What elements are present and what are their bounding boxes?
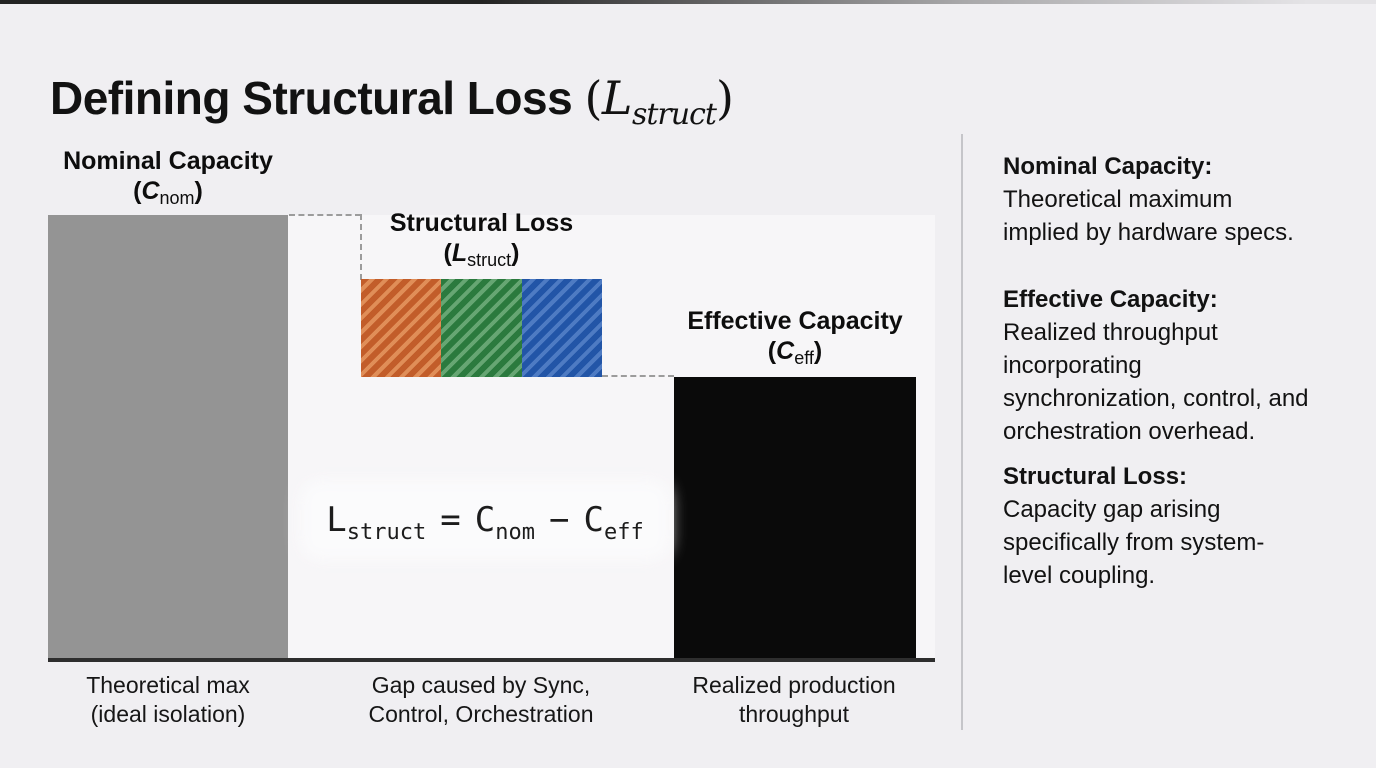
effective-caption: Realized production throughput [649,671,939,729]
title-math-subscript: struct [631,96,717,132]
title-math-variable: L [601,70,633,125]
nominal-capacity-label: Nominal Capacity (Cnom) [48,146,288,208]
effective-capacity-label-symbol: (Ceff) [674,336,916,368]
nominal-capacity-label-line1: Nominal Capacity [63,147,273,175]
loss-symbol-close: ) [511,239,520,267]
vertical-divider [961,134,963,730]
structural-loss-label-symbol: (Lstruct) [361,238,602,270]
effective-capacity-bar [674,377,916,659]
effective-symbol-variable: C [776,337,795,365]
definition-text-nominal: Theoretical maximum implied by hardware … [1003,186,1294,246]
definition-entry-nominal: Nominal Capacity: Theoretical maximum im… [1003,150,1313,249]
formula-lhs-variable: L [326,500,347,540]
formula-term1-variable: C [474,500,496,540]
nominal-symbol-close: ) [194,177,203,205]
definitions-panel: Nominal Capacity: Theoretical maximum im… [1003,150,1313,606]
effective-capacity-label-line1: Effective Capacity [687,307,903,335]
effective-caption-line2: throughput [739,701,849,727]
page-title: Defining Structural Loss (Lstruct) [50,70,734,132]
structural-loss-formula: Lstruct = Cnom − Ceff [295,492,675,548]
nominal-symbol-variable: C [141,177,160,205]
structural-loss-bar [361,279,602,377]
axis-baseline [48,658,935,662]
dashed-connector-drop [360,214,362,280]
definition-term-nominal: Nominal Capacity: [1003,153,1213,180]
effective-capacity-label: Effective Capacity (Ceff) [674,306,916,368]
definition-text-loss: Capacity gap arising specifically from s… [1003,496,1265,589]
loss-caption-line2: Control, Orchestration [368,701,594,727]
effective-symbol-close: ) [813,337,823,365]
formula-equals-sign: = [440,500,461,540]
loss-segment-blue-hatch [521,279,602,377]
effective-symbol-subscript: eff [794,348,814,368]
formula-term1-subscript: nom [495,520,535,545]
loss-caption-line1: Gap caused by Sync, [371,672,591,698]
nominal-caption-line2: (ideal isolation) [90,701,246,727]
definition-term-loss: Structural Loss: [1003,463,1188,490]
nominal-capacity-bar [48,215,288,659]
dashed-connector-nominal-top [289,214,361,216]
definition-text-effective: Realized throughput incorporating synchr… [1003,319,1309,445]
title-math-close-paren: ) [715,70,734,125]
structural-loss-label: Structural Loss (Lstruct) [361,208,602,270]
nominal-caption-line1: Theoretical max [86,672,250,698]
nominal-symbol-open: ( [133,177,142,205]
loss-symbol-subscript: struct [467,250,512,270]
page-title-text: Defining Structural Loss [50,71,585,124]
loss-segment-green-hatch [441,279,522,377]
structural-loss-caption: Gap caused by Sync, Control, Orchestrati… [336,671,626,729]
formula-lhs-subscript: struct [346,520,427,545]
formula-term2-subscript: eff [603,520,644,545]
loss-symbol-open: ( [443,239,452,267]
dashed-connector-effective-top [602,375,674,377]
loss-symbol-variable: L [451,239,468,267]
nominal-capacity-label-symbol: (Cnom) [48,176,288,208]
definition-entry-loss: Structural Loss: Capacity gap arising sp… [1003,460,1313,592]
formula-term2-variable: C [583,500,604,540]
structural-loss-label-line1: Structural Loss [389,209,574,237]
definition-term-effective: Effective Capacity: [1003,286,1218,313]
title-math-open-paren: ( [584,70,602,125]
formula-box: Lstruct = Cnom − Ceff [312,492,658,548]
top-edge-strip [0,0,1376,4]
loss-segment-orange-hatch [361,279,442,377]
nominal-caption: Theoretical max (ideal isolation) [23,671,313,729]
definition-entry-effective: Effective Capacity: Realized throughput … [1003,283,1313,448]
effective-symbol-open: ( [767,337,777,365]
formula-minus-sign: − [548,500,570,540]
nominal-symbol-subscript: nom [159,188,195,208]
effective-caption-line1: Realized production [692,672,896,698]
